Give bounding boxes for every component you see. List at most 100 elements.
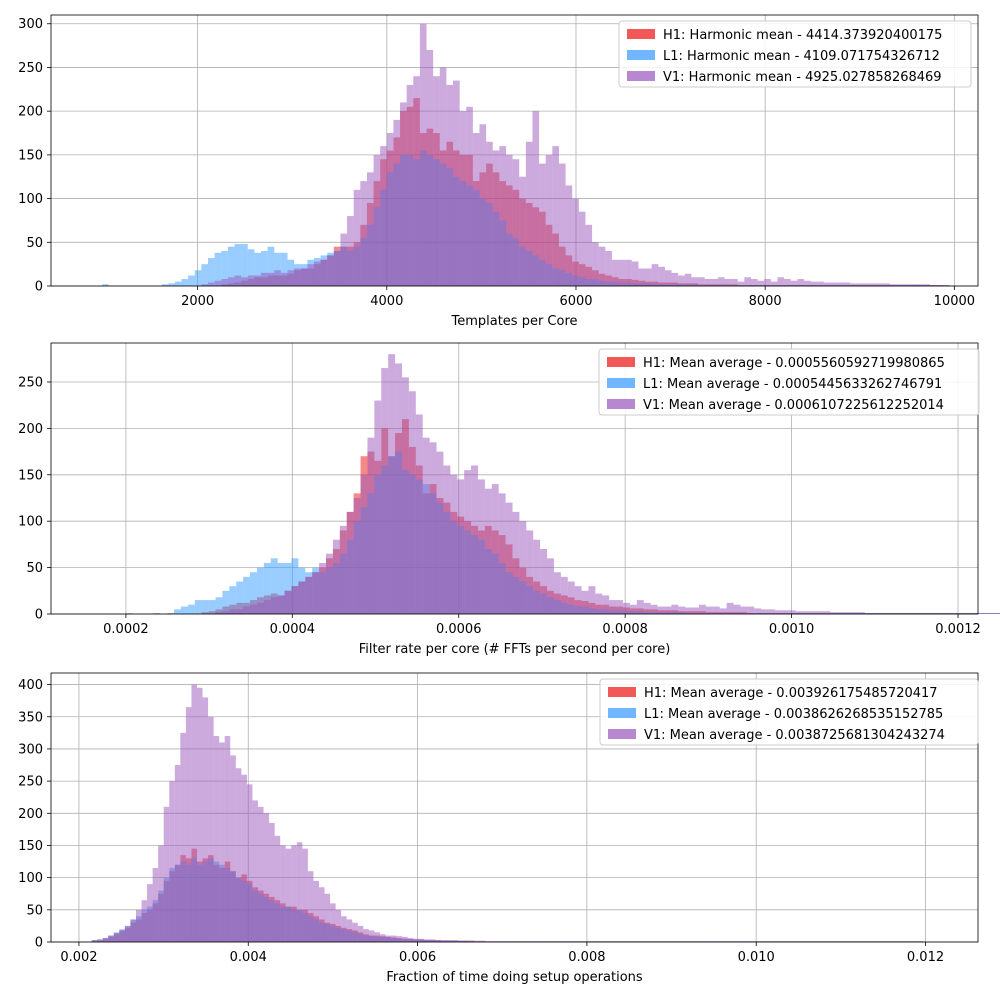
histogram-bar <box>788 610 796 614</box>
histogram-bar <box>267 246 275 286</box>
histogram-bar <box>491 484 499 614</box>
histogram-bar <box>484 488 492 614</box>
histogram-bar <box>457 940 464 942</box>
histogram-bar <box>367 437 375 614</box>
histogram-bar <box>810 281 818 286</box>
histogram-bar <box>885 613 893 614</box>
histogram-bar <box>373 154 381 286</box>
x-tick-label: 0.0012 <box>935 622 981 637</box>
histogram-bar <box>477 479 485 614</box>
y-tick-label: 250 <box>18 375 43 390</box>
histogram-bar <box>899 613 907 614</box>
histogram-bar <box>256 567 264 614</box>
histogram-bar <box>360 181 367 286</box>
histogram-bar <box>871 613 879 614</box>
histogram-bar <box>181 279 189 286</box>
histogram-bar <box>385 935 392 942</box>
histogram-bar <box>711 279 718 286</box>
histogram-bar <box>327 255 334 286</box>
histogram-bar <box>526 530 534 614</box>
histogram-bar <box>291 586 299 614</box>
histogram-bar <box>256 602 264 614</box>
x-tick-label: 0.0004 <box>270 622 316 637</box>
histogram-bar <box>221 251 228 286</box>
legend-swatch <box>607 378 635 388</box>
histogram-bar <box>341 916 347 942</box>
histogram-bar <box>215 612 223 614</box>
histogram-bar <box>267 272 275 286</box>
x-tick-label: 8000 <box>749 294 782 309</box>
axes-frame <box>50 342 979 615</box>
histogram-bar <box>208 258 215 286</box>
histogram-bar <box>201 284 209 286</box>
histogram-bar <box>747 606 755 614</box>
histogram-bar <box>809 611 817 614</box>
histogram-bar <box>174 609 181 614</box>
histogram-bar <box>187 604 195 614</box>
x-tick-label: 2000 <box>181 294 214 309</box>
histogram-bar <box>141 900 148 942</box>
histogram-bar <box>180 732 186 942</box>
histogram-bar <box>247 275 255 286</box>
histogram-bar <box>457 479 465 614</box>
histogram-bar <box>435 940 441 942</box>
histogram-bar <box>363 929 369 942</box>
histogram-bar <box>638 268 646 286</box>
histogram-bar <box>135 909 142 942</box>
histogram-bar <box>692 607 699 614</box>
histogram-bar <box>260 251 268 286</box>
histogram-bar <box>486 141 493 286</box>
histogram-bar <box>381 368 389 614</box>
histogram-bar <box>605 251 612 286</box>
histogram-bar <box>698 604 706 614</box>
histogram-bar <box>823 282 831 286</box>
histogram-bar <box>439 67 447 286</box>
histogram-bar <box>731 279 738 286</box>
histogram-bar <box>770 281 778 286</box>
histogram-bar <box>294 268 301 286</box>
histogram-bar <box>222 590 230 614</box>
histogram-bar <box>406 84 414 286</box>
legend-label: H1: Mean average - 0.003926175485720417 <box>644 686 938 701</box>
histogram-bar <box>380 146 387 286</box>
histogram-bar <box>968 613 976 614</box>
axes-frame <box>50 14 979 287</box>
histogram-bar <box>287 270 295 286</box>
histogram-bar <box>712 606 720 614</box>
y-tick-label: 200 <box>18 105 43 120</box>
histogram-bar <box>609 600 617 614</box>
histogram-bar <box>764 279 771 286</box>
histogram-bar <box>717 277 725 286</box>
histogram-bar <box>429 939 436 942</box>
x-tick-label: 10000 <box>934 294 975 309</box>
histogram-bar <box>479 124 487 286</box>
histogram-bar <box>366 172 374 286</box>
x-axis-label: Fraction of time doing setup operations <box>386 970 643 985</box>
histogram-bar <box>650 604 658 614</box>
histogram-bar <box>540 549 548 614</box>
histogram-bar <box>611 259 619 286</box>
histogram-bar <box>291 845 297 942</box>
legend-swatch <box>627 29 655 39</box>
histogram-bar <box>400 102 407 286</box>
histogram-bar <box>208 282 215 286</box>
histogram-bar <box>324 893 331 942</box>
histogram-bar <box>995 613 1000 614</box>
histogram-bar <box>222 611 230 614</box>
y-tick-label: 0 <box>35 280 43 295</box>
histogram-bar <box>163 806 170 942</box>
histogram-bar <box>754 608 762 614</box>
histogram-bar <box>236 609 244 614</box>
histogram-bar <box>837 612 845 614</box>
histogram-bar <box>916 284 924 286</box>
histogram-bar <box>471 465 478 614</box>
histogram-bar <box>512 159 520 286</box>
histogram-bar <box>512 511 520 614</box>
histogram-bar <box>750 279 758 286</box>
histogram-bar <box>246 784 253 942</box>
histogram-bar <box>188 275 195 286</box>
histogram-bar <box>657 606 665 614</box>
histogram-bar <box>560 576 568 614</box>
histogram-bar <box>784 279 791 286</box>
histogram-bar <box>340 233 348 286</box>
